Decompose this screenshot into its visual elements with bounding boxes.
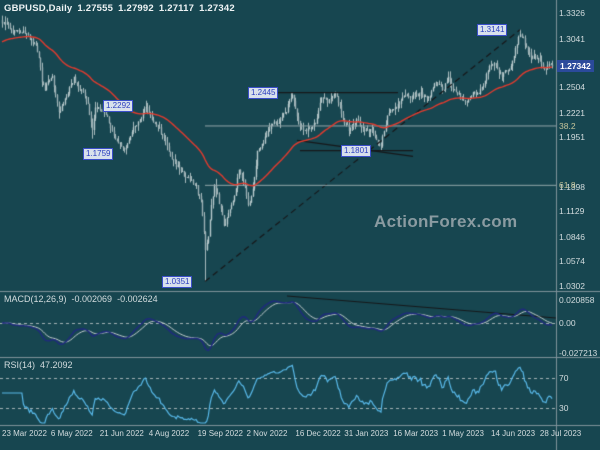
- time-axis-label: 31 Jan 2023: [344, 429, 389, 438]
- price-level-marker[interactable]: 1.1759: [83, 148, 114, 161]
- time-axis-label: 16 Mar 2023: [393, 429, 439, 438]
- price-axis-label: 1.2504: [559, 82, 585, 93]
- time-axis-label: 14 Jun 2023: [491, 429, 536, 438]
- price-axis-label: 1.0574: [559, 256, 585, 267]
- price-axis-label: 1.1398: [559, 182, 585, 193]
- time-axis-label: 1 May 2023: [442, 429, 484, 438]
- low-value: 1.27117: [158, 3, 195, 14]
- macd-signal-value: -0.002624: [117, 294, 158, 304]
- price-axis-label: 1.0302: [559, 280, 585, 291]
- symbol-timeframe-label: GBPUSD,Daily: [4, 3, 73, 14]
- price-level-marker[interactable]: 1.3141: [477, 23, 508, 36]
- price-axis-label: 1.3041: [559, 33, 585, 44]
- time-axis-label: 16 Dec 2022: [295, 429, 341, 438]
- time-axis-label: 4 Aug 2022: [148, 429, 190, 438]
- time-axis-label: 21 Jun 2022: [99, 429, 144, 438]
- close-value: 1.27342: [199, 3, 235, 14]
- price-level-marker[interactable]: 1.0351: [162, 275, 193, 288]
- rsi-axis-label: 30: [559, 403, 569, 413]
- rsi-title: RSI(14): [4, 360, 36, 370]
- fib-retracement-label: 38.2: [559, 120, 576, 131]
- price-axis-label: 1.0846: [559, 231, 585, 242]
- price-axis-label: 1.1951: [559, 132, 585, 143]
- price-axis-label: 1.2221: [559, 107, 585, 118]
- rsi-axis-label: 70: [559, 373, 569, 383]
- price-axis-label: 1.1129: [559, 206, 585, 217]
- macd-axis-label: 0.020858: [559, 295, 595, 305]
- fib-retracement-label: 61.8: [559, 180, 576, 191]
- time-axis-label: 28 Jul 2023: [539, 429, 582, 438]
- time-axis-label: 2 Nov 2022: [246, 429, 288, 438]
- price-axis-label: 1.3326: [559, 8, 585, 19]
- macd-axis-label: -0.027213: [559, 347, 598, 358]
- open-value: 1.27555: [77, 3, 114, 14]
- rsi-value: 47.2092: [40, 360, 73, 370]
- macd-panel-header: MACD(12,26,9) -0.002069 -0.002624: [4, 294, 163, 304]
- price-level-marker[interactable]: 1.2445: [248, 86, 279, 99]
- macd-title: MACD(12,26,9): [4, 294, 67, 304]
- time-axis-label: 23 Mar 2022: [2, 429, 47, 438]
- current-price-box: 1.27342: [557, 60, 594, 73]
- macd-axis-label: 0.00: [559, 318, 576, 328]
- chart-header: GBPUSD,Daily 1.27555 1.27992 1.27117 1.27342: [4, 3, 240, 14]
- price-level-marker[interactable]: 1.2292: [103, 100, 134, 113]
- price-level-marker[interactable]: 1.1801: [341, 144, 372, 157]
- watermark: ActionForex.com: [374, 212, 518, 231]
- time-axis-label: 19 Sep 2022: [197, 429, 243, 438]
- rsi-panel-header: RSI(14) 47.2092: [4, 360, 78, 370]
- time-axis-label: 6 May 2022: [50, 429, 93, 438]
- high-value: 1.27992: [118, 3, 154, 14]
- macd-main-value: -0.002069: [71, 294, 113, 304]
